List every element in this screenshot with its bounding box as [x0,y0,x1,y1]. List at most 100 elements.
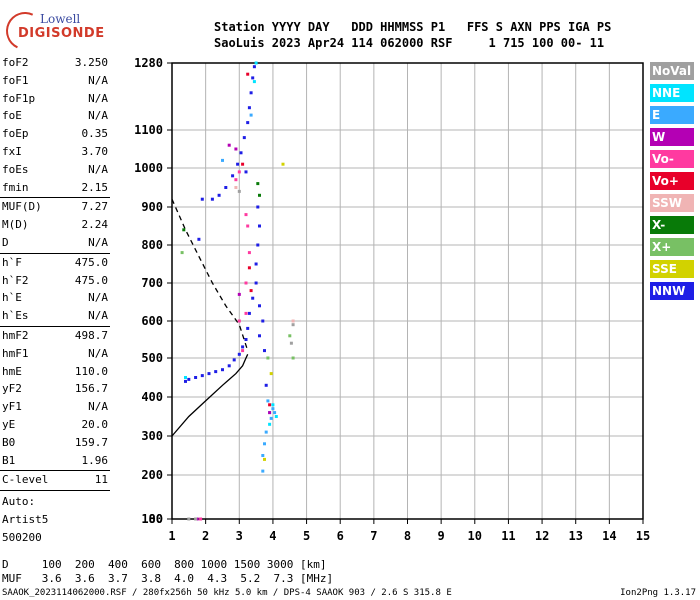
echo-point [214,370,218,374]
echo-point [237,319,241,323]
echo-point [251,76,255,80]
echo-point [244,213,248,217]
legend-item-w: W [650,128,694,146]
echo-point [197,237,201,241]
echo-point [180,251,184,255]
echo-point [227,143,231,147]
echo-point [234,186,238,189]
x-tick-label: 7 [370,529,377,543]
echo-point [249,289,253,293]
auto-name-text: Artist5 [2,513,49,526]
param-row-6: foEs N/A [2,163,108,179]
param-row-9: M(D) 2.24 [2,218,108,234]
echo-point [258,334,261,338]
x-tick-label: 8 [404,529,411,543]
echo-point [252,80,256,84]
echo-point [247,106,251,110]
param-name: fxI [2,145,22,158]
header-labels: Station YYYY DAY DDD HHMMSS P1 FFS S AXN… [214,20,612,34]
param-value: N/A [88,291,108,305]
param-name: yF2 [2,382,22,396]
echo-point [199,517,203,521]
param-value: N/A [88,91,108,105]
param-value: 1.96 [81,453,109,467]
echo-point [268,403,272,407]
echo-point [187,377,191,381]
echo-point [207,372,211,376]
y-tick-label: 1000 [134,161,163,175]
echo-point [249,113,253,117]
legend-item-nnw: NNW [650,282,694,300]
legend-item-ssw: SSW [650,194,694,212]
y-tick-label: 1100 [134,123,163,137]
param-row-23: C-level 11 [2,473,108,489]
echo-point [236,162,240,166]
echo-point [231,174,235,178]
param-row-11: h`F 475.0 [2,256,108,272]
echo-point [237,189,241,193]
param-row-3: foE N/A [2,109,108,125]
legend-item-x-: X- [650,216,694,234]
echo-point [274,415,278,418]
curve-profile [171,354,249,437]
echo-point [252,65,256,69]
param-name: h`E [2,291,22,305]
auto-name: Artist5 [2,513,108,529]
x-tick-label: 4 [269,529,276,543]
echo-point [264,430,268,434]
param-row-13: h`E N/A [2,291,108,307]
echo-point [258,304,261,308]
param-name: M(D) [2,218,29,232]
param-row-4: foEp 0.35 [2,127,108,143]
echo-point [194,517,198,521]
param-name: foF1p [2,91,36,105]
echo-point [291,356,295,360]
echo-point [221,368,224,372]
echo-point [210,197,214,201]
param-row-2: foF1p N/A [2,92,108,108]
legend-item-vo-: Vo+ [650,172,694,190]
legend-item-e: E [650,106,694,124]
echo-point [239,151,243,155]
echo-point [200,197,204,201]
param-value: 475.0 [74,255,108,269]
y-tick-label: 100 [141,512,163,526]
param-name: hmF1 [2,346,29,360]
param-separator [0,252,110,254]
param-value: 7.27 [81,200,109,214]
echo-point [200,374,204,378]
legend-item-x-: X+ [650,238,694,256]
param-value: 3.70 [81,145,109,158]
echo-point [269,372,273,376]
echo-point [246,224,250,228]
param-name: MUF(D) [2,200,42,214]
param-value: 110.0 [74,364,108,378]
echo-point [261,454,265,457]
echo-point [261,469,265,473]
param-value: 20.0 [81,418,109,431]
echo-point [241,345,245,349]
param-row-21: B0 159.7 [2,436,108,452]
software-version: Ion2Png 1.3.17 [620,588,696,598]
param-name: yE [2,418,16,431]
echo-point [224,186,228,189]
echo-point [241,162,245,166]
legend-item-vo-: Vo- [650,150,694,168]
echo-point [288,334,292,338]
echo-point [249,91,253,95]
param-row-16: hmF1 N/A [2,347,108,363]
y-tick-label: 600 [141,314,163,328]
x-tick-label: 12 [535,529,549,543]
echo-point [254,262,258,266]
param-row-15: hmF2 498.7 [2,329,108,345]
param-separator [0,326,110,327]
echo-point [246,326,250,330]
y-tick-label: 900 [141,200,163,214]
param-value: 3.250 [74,56,108,69]
param-value: 11 [94,473,108,487]
header-values: SaoLuis 2023 Apr24 114 062000 RSF 1 715 … [214,36,605,50]
param-name: foEp [2,127,29,141]
param-row-17: hmE 110.0 [2,365,108,381]
param-row-14: h`Es N/A [2,309,108,325]
echo-point [251,296,255,300]
